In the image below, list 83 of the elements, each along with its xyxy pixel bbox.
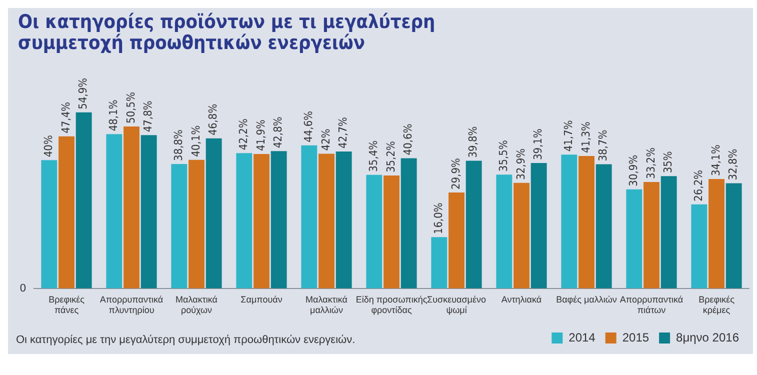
bar <box>106 134 122 288</box>
bar <box>366 174 382 288</box>
x-tick-label: Σαμπουάν <box>240 294 283 304</box>
bar <box>336 151 352 288</box>
data-label: 30,9% <box>627 154 640 186</box>
bar <box>708 179 724 288</box>
data-label: 38,8% <box>172 130 186 161</box>
x-tick-label: Απορρυπαντικά πιάτων <box>620 294 684 316</box>
bar <box>254 154 270 288</box>
legend-label: 2015 <box>622 330 650 344</box>
data-label: 42% <box>319 128 332 151</box>
bar <box>41 160 58 288</box>
bar <box>384 176 400 288</box>
bar <box>236 153 252 288</box>
data-label: 16,0% <box>432 202 446 234</box>
bar <box>400 158 417 288</box>
x-tick-label: Απορρυπαντικά πλυντηρίου <box>100 294 164 316</box>
data-label: 42,8% <box>272 116 285 148</box>
text: 0 <box>20 282 26 294</box>
data-label: 47,4% <box>59 102 72 134</box>
bar <box>660 176 677 288</box>
x-tick-label: Βαφές μαλλιών <box>556 294 618 304</box>
bar <box>561 154 578 288</box>
legend-label: 8μηνο 2016 <box>676 330 740 344</box>
x-tick-label: Είδη προσωπικής φροντίδας <box>356 294 428 316</box>
bar <box>578 156 594 288</box>
bar <box>514 182 530 288</box>
bar <box>626 189 642 288</box>
data-label: 50,5% <box>124 92 138 124</box>
bar <box>171 164 188 288</box>
data-label: 42,7% <box>336 117 350 148</box>
data-label: 32,9% <box>514 148 528 180</box>
data-label: 35,5% <box>497 140 510 172</box>
x-tick-label: Βρεφικές κρέμες <box>698 294 736 316</box>
bar <box>76 112 92 288</box>
chart-title: Οι κατηγορίες προϊόντων με τι μεγαλύτερη συμμετοχή προωθητικών ενεργειών <box>18 11 436 54</box>
data-label: 26,2% <box>692 170 706 202</box>
data-label: 41,7% <box>562 120 576 152</box>
bar <box>596 164 612 288</box>
bar <box>206 138 222 288</box>
data-label: 34,1% <box>709 144 722 176</box>
data-label: 44,6% <box>302 110 316 142</box>
data-label: 54,9% <box>76 78 90 110</box>
data-label: 47,8% <box>142 100 155 132</box>
bar <box>496 174 512 288</box>
data-label: 39,1% <box>532 128 545 160</box>
x-tick-label: Συσκευασμένο ψωμί <box>427 294 486 316</box>
data-label: 35,4% <box>367 140 380 172</box>
bar <box>530 163 547 288</box>
data-label: 42,2% <box>237 118 250 150</box>
bar <box>58 136 74 288</box>
data-label: 46,8% <box>206 104 220 136</box>
bar <box>301 145 318 288</box>
bar <box>644 182 660 288</box>
data-label: 48,1% <box>107 100 120 132</box>
data-label: 38,7% <box>596 130 610 162</box>
data-label: 41,3% <box>579 122 592 153</box>
bar <box>318 154 334 288</box>
data-label: 35,2% <box>384 141 398 173</box>
bar <box>431 237 448 288</box>
x-tick-label: Βρεφικές πάνες <box>48 294 86 316</box>
bar <box>140 135 157 288</box>
x-tick-label: Μαλακτικά ρούχων <box>176 294 218 316</box>
data-label: 40% <box>42 135 56 158</box>
data-label: 40,1% <box>189 125 202 157</box>
bar <box>124 126 140 288</box>
legend-label: 2014 <box>568 330 596 344</box>
data-label: 35% <box>662 151 675 174</box>
data-label: 32,8% <box>726 148 740 180</box>
bar <box>726 183 742 288</box>
data-label: 39,8% <box>466 126 480 158</box>
bar <box>466 160 482 288</box>
bar <box>691 204 708 288</box>
bar <box>270 151 287 288</box>
data-label: 33,2% <box>644 148 658 179</box>
data-label: 40,6% <box>402 124 415 156</box>
bar <box>448 192 464 288</box>
data-label: 29,9% <box>449 158 462 190</box>
data-label: 41,9% <box>254 120 268 152</box>
x-tick-label: Αντηλιακά <box>501 294 542 304</box>
x-tick-label: Μαλακτικά μαλλιών <box>306 294 348 316</box>
text: Οι κατηγορίες με την μεγαλύτερη συμμετοχή προωθητικών ενεργειών. <box>16 334 356 346</box>
bar <box>188 160 204 288</box>
